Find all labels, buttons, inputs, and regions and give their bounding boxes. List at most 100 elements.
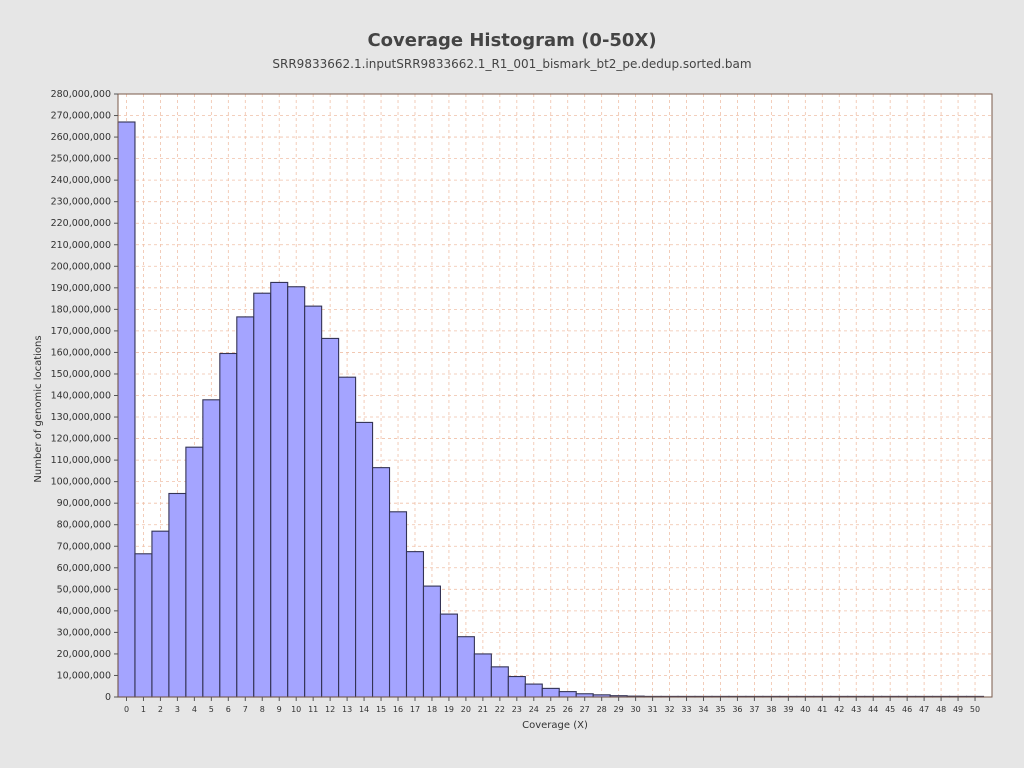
histogram-bar (134, 553, 153, 698)
x-tick-label: 23 (512, 705, 522, 714)
histogram-bar (507, 675, 526, 698)
x-tick-label: 0 (124, 705, 129, 714)
x-tick-label: 33 (681, 705, 691, 714)
histogram-bar (236, 316, 255, 698)
histogram-bar (117, 121, 136, 698)
y-tick-label: 70,000,000 (57, 541, 111, 552)
y-tick-label: 240,000,000 (51, 175, 111, 186)
y-tick-label: 40,000,000 (57, 606, 111, 617)
histogram-bar (321, 337, 340, 698)
x-tick-label: 43 (851, 705, 861, 714)
histogram-bar (287, 286, 306, 698)
histogram-bar (185, 446, 204, 698)
x-tick-label: 44 (868, 705, 878, 714)
y-tick-label: 230,000,000 (51, 197, 111, 208)
x-tick-label: 9 (277, 705, 282, 714)
x-tick-label: 47 (919, 705, 929, 714)
x-tick-label: 2 (158, 705, 163, 714)
histogram-bar (388, 511, 408, 698)
x-tick-label: 21 (478, 705, 488, 714)
x-tick-label: 36 (732, 705, 742, 714)
chart-title: Coverage Histogram (0-50X) (367, 30, 657, 51)
histogram-bar (456, 636, 475, 698)
y-axis-label: Number of genomic locations (33, 335, 44, 482)
x-tick-label: 30 (631, 705, 641, 714)
x-tick-label: 12 (325, 705, 335, 714)
histogram-bar (422, 585, 441, 698)
histogram-bar (439, 613, 458, 698)
y-tick-label: 180,000,000 (51, 304, 111, 315)
y-tick-label: 270,000,000 (51, 111, 111, 122)
histogram-bar (405, 551, 425, 698)
y-tick-label: 20,000,000 (57, 649, 111, 660)
x-tick-label: 14 (359, 705, 369, 714)
x-tick-label: 15 (376, 705, 386, 714)
y-tick-label: 190,000,000 (51, 283, 111, 294)
axes-layer: 0 10,000,000 20,000,000 30,000,000 40,000,00… (51, 89, 993, 714)
x-tick-label: 6 (226, 705, 231, 714)
chart-subtitle: SRR9833662.1.inputSRR9833662.1_R1_001_bi… (272, 57, 752, 71)
histogram-bar (558, 691, 577, 698)
x-tick-label: 35 (715, 705, 725, 714)
y-tick-label: 220,000,000 (51, 218, 111, 229)
histogram-bar (304, 305, 323, 698)
histogram-bar (490, 666, 509, 698)
x-tick-label: 17 (410, 705, 420, 714)
x-tick-label: 10 (291, 705, 301, 714)
x-tick-label: 40 (800, 705, 810, 714)
y-tick-label: 0 (105, 692, 111, 703)
x-tick-label: 3 (175, 705, 180, 714)
x-tick-label: 20 (461, 705, 471, 714)
x-tick-label: 37 (749, 705, 759, 714)
y-tick-label: 170,000,000 (51, 326, 111, 337)
x-tick-label: 42 (834, 705, 844, 714)
x-tick-label: 38 (766, 705, 776, 714)
y-tick-label: 100,000,000 (51, 477, 111, 488)
x-tick-label: 50 (970, 705, 980, 714)
histogram-bar (473, 653, 492, 698)
y-tick-label: 30,000,000 (57, 627, 111, 638)
histogram-bar (202, 399, 221, 698)
histogram-bar (253, 292, 272, 698)
x-axis-label: Coverage (X) (522, 720, 588, 731)
x-tick-label: 46 (902, 705, 912, 714)
y-tick-label: 250,000,000 (51, 154, 111, 165)
y-tick-label: 200,000,000 (51, 261, 111, 272)
y-tick-label: 120,000,000 (51, 434, 111, 445)
x-tick-label: 11 (308, 705, 318, 714)
histogram-bar (219, 352, 238, 698)
x-tick-label: 27 (580, 705, 590, 714)
x-tick-label: 1 (141, 705, 146, 714)
histogram-bar (541, 687, 560, 698)
x-tick-label: 19 (444, 705, 454, 714)
x-tick-label: 5 (209, 705, 214, 714)
y-tick-label: 160,000,000 (51, 347, 111, 358)
x-tick-label: 29 (614, 705, 624, 714)
x-tick-label: 22 (495, 705, 505, 714)
histogram-bar (524, 683, 543, 698)
y-tick-label: 90,000,000 (57, 498, 111, 509)
histogram-bar (270, 281, 289, 698)
y-tick-label: 60,000,000 (57, 563, 111, 574)
histogram-bar (338, 376, 357, 698)
x-tick-label: 18 (427, 705, 437, 714)
x-tick-label: 48 (936, 705, 946, 714)
y-tick-label: 150,000,000 (51, 369, 111, 380)
x-tick-label: 4 (192, 705, 197, 714)
x-tick-label: 28 (597, 705, 607, 714)
y-tick-label: 50,000,000 (57, 584, 111, 595)
y-tick-label: 210,000,000 (51, 240, 111, 251)
x-tick-label: 41 (817, 705, 827, 714)
x-tick-label: 25 (546, 705, 556, 714)
x-tick-label: 8 (260, 705, 265, 714)
x-tick-label: 45 (885, 705, 895, 714)
x-tick-label: 7 (243, 705, 248, 714)
y-tick-label: 110,000,000 (51, 455, 111, 466)
x-tick-label: 16 (393, 705, 403, 714)
x-tick-label: 39 (783, 705, 793, 714)
x-tick-label: 26 (563, 705, 573, 714)
y-tick-label: 80,000,000 (57, 520, 111, 531)
x-tick-label: 13 (342, 705, 352, 714)
